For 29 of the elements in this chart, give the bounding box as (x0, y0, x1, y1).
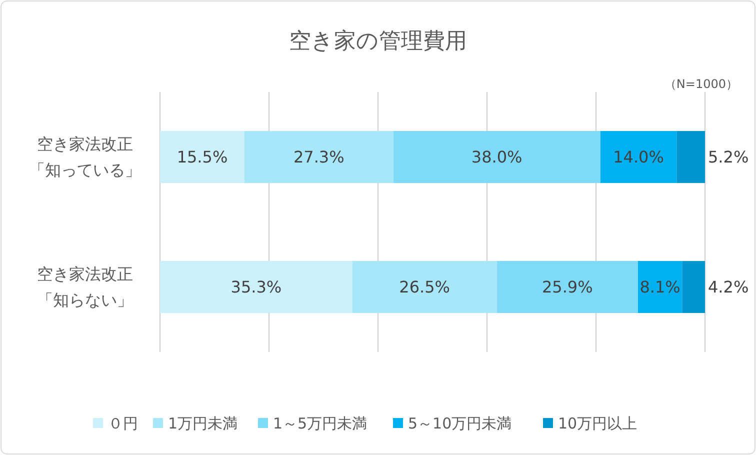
data-label: 8.1% (640, 278, 680, 297)
data-label: 25.9% (542, 278, 593, 297)
bar (682, 261, 705, 313)
data-label: 38.0% (471, 148, 522, 167)
data-label: 35.3% (230, 278, 282, 297)
chart-title: 空き家の管理費用 (289, 29, 467, 54)
data-label: 4.2% (708, 278, 749, 297)
bar (352, 261, 497, 313)
legend-label: 1万円未満 (168, 414, 238, 432)
bar (244, 131, 394, 183)
bar (393, 131, 600, 183)
bar (496, 261, 638, 313)
bar (638, 261, 682, 313)
legend-label: 10万円以上 (558, 414, 638, 432)
legend-label: 5～10万円未満 (408, 414, 512, 432)
y-tick-label: 空き家法改正「知らない」 (37, 264, 133, 310)
y-tick-label: 空き家法改正「知っている」 (29, 134, 141, 180)
data-label: 15.5% (176, 148, 228, 167)
bar (600, 131, 677, 183)
data-label: 14.0% (613, 148, 664, 167)
data-label: 26.5% (399, 278, 450, 297)
legend-label: ０円 (108, 414, 138, 432)
bar (676, 131, 705, 183)
legend-label: 1～5万円未満 (273, 414, 368, 432)
data-label: 27.3% (293, 148, 344, 167)
bar (160, 261, 352, 313)
bar (160, 131, 244, 183)
text: （N=1000） (664, 77, 738, 91)
data-label: 5.2% (708, 148, 749, 167)
